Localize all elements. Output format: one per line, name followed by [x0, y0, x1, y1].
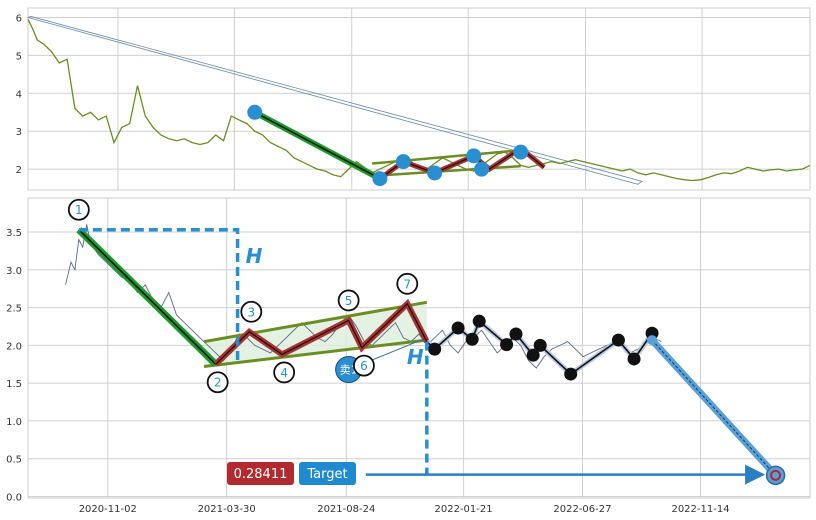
overview-ytick-3: 5 — [16, 51, 22, 62]
target-label-box — [299, 462, 356, 485]
detail-wave-number-3: 3 — [247, 305, 255, 319]
detail-xtick-4: 2022-06-27 — [553, 504, 611, 515]
detail-wave-number-2: 2 — [214, 376, 222, 390]
detail-path-point-5 — [500, 338, 514, 352]
overview-ytick-2: 4 — [16, 89, 22, 100]
detail-projection-start — [647, 335, 658, 346]
detail-ytick-3: 1.5 — [6, 379, 22, 390]
overview-marker-4 — [466, 148, 482, 164]
detail-wave-number-circle-1 — [67, 198, 90, 221]
detail-wave-number-circle-4 — [273, 361, 296, 384]
detail-xtick-3: 2022-01-21 — [435, 504, 493, 515]
detail-h-label-2: H — [407, 345, 424, 369]
detail-wave-number-circle-5 — [337, 289, 360, 312]
detail-path-point-7 — [526, 348, 540, 362]
detail-ytick-5: 2.5 — [6, 304, 22, 315]
target-value-text: 0.28411 — [234, 467, 288, 482]
overview-wave-green-core — [254, 111, 381, 180]
detail-ytick-0: 0.0 — [6, 492, 22, 503]
detail-projection-core — [651, 339, 776, 476]
detail-wave-number-5: 5 — [345, 294, 353, 308]
target-value-box — [227, 462, 294, 485]
detail-wave-number-4: 4 — [280, 366, 288, 380]
detail-wave-red-core — [215, 302, 428, 365]
overview-plot-area — [27, 7, 811, 191]
detail-ytick-1: 0.5 — [6, 455, 22, 466]
overview-ytick-0: 2 — [16, 165, 22, 176]
detail-xtick-0: 2020-11-02 — [79, 504, 137, 515]
detail-xtick-5: 2022-11-14 — [671, 504, 729, 515]
detail-wave-green-core — [78, 229, 217, 365]
detail-wave-number-circle-2 — [206, 371, 229, 394]
target-label-text: Target — [306, 467, 347, 482]
target-value-badge: 0.28411 — [227, 462, 294, 485]
detail-wave-number-circle-7 — [396, 272, 419, 295]
overview-marker-2 — [395, 154, 411, 170]
detail-wave-number-circle-3 — [240, 300, 263, 323]
detail-xtick-1: 2021-03-30 — [198, 504, 256, 515]
detail-h-bracket-1 — [78, 227, 240, 365]
overview-marker-6 — [513, 144, 529, 160]
overview-marker-0 — [247, 104, 263, 120]
detail-path-point-6 — [509, 327, 523, 341]
detail-ytick-2: 1.0 — [6, 417, 22, 428]
overview-marker-1 — [372, 171, 388, 187]
detail-ytick-6: 3.0 — [6, 266, 22, 277]
detail-channel-upper — [203, 300, 428, 344]
detail-path-point-11 — [627, 352, 641, 366]
detail-ytick-7: 3.5 — [6, 228, 22, 239]
overview-ytick-4: 6 — [16, 13, 22, 24]
detail-path-point-4 — [472, 314, 486, 328]
detail-xtick-2: 2021-08-24 — [317, 504, 375, 515]
overview-ytick-1: 3 — [16, 127, 22, 138]
detail-wave-number-1: 1 — [75, 203, 83, 217]
detail-ytick-4: 2.0 — [6, 341, 22, 352]
detail-target-ring — [765, 465, 786, 486]
detail-wave-number-7: 7 — [403, 277, 411, 291]
detail-path-point-1 — [428, 342, 442, 356]
overview-panel: 2 3 4 5 6 — [16, 7, 811, 191]
overview-marker-5 — [474, 161, 490, 177]
detail-path-point-3 — [465, 332, 479, 346]
detail-h-label-1: H — [246, 244, 263, 268]
detail-path-point-2 — [451, 321, 465, 335]
detail-wave-number-6: 6 — [360, 359, 368, 373]
detail-path-point-9 — [564, 367, 578, 381]
target-label-badge: Target — [299, 462, 356, 485]
detail-channel-lower — [203, 338, 427, 368]
detail-path-point-8 — [533, 338, 547, 352]
detail-plot-area — [27, 197, 811, 499]
detail-wave-number-circle-6 — [353, 354, 375, 377]
detail-path-point-10 — [611, 333, 625, 347]
overview-trendline — [26, 16, 643, 185]
detail-close-line — [65, 224, 662, 369]
detail-target-center — [770, 469, 782, 481]
overview-marker-3 — [427, 165, 443, 181]
detail-panel: 2020-11-02 2021-03-30 2021-08-24 2022-01-21… — [6, 197, 811, 515]
